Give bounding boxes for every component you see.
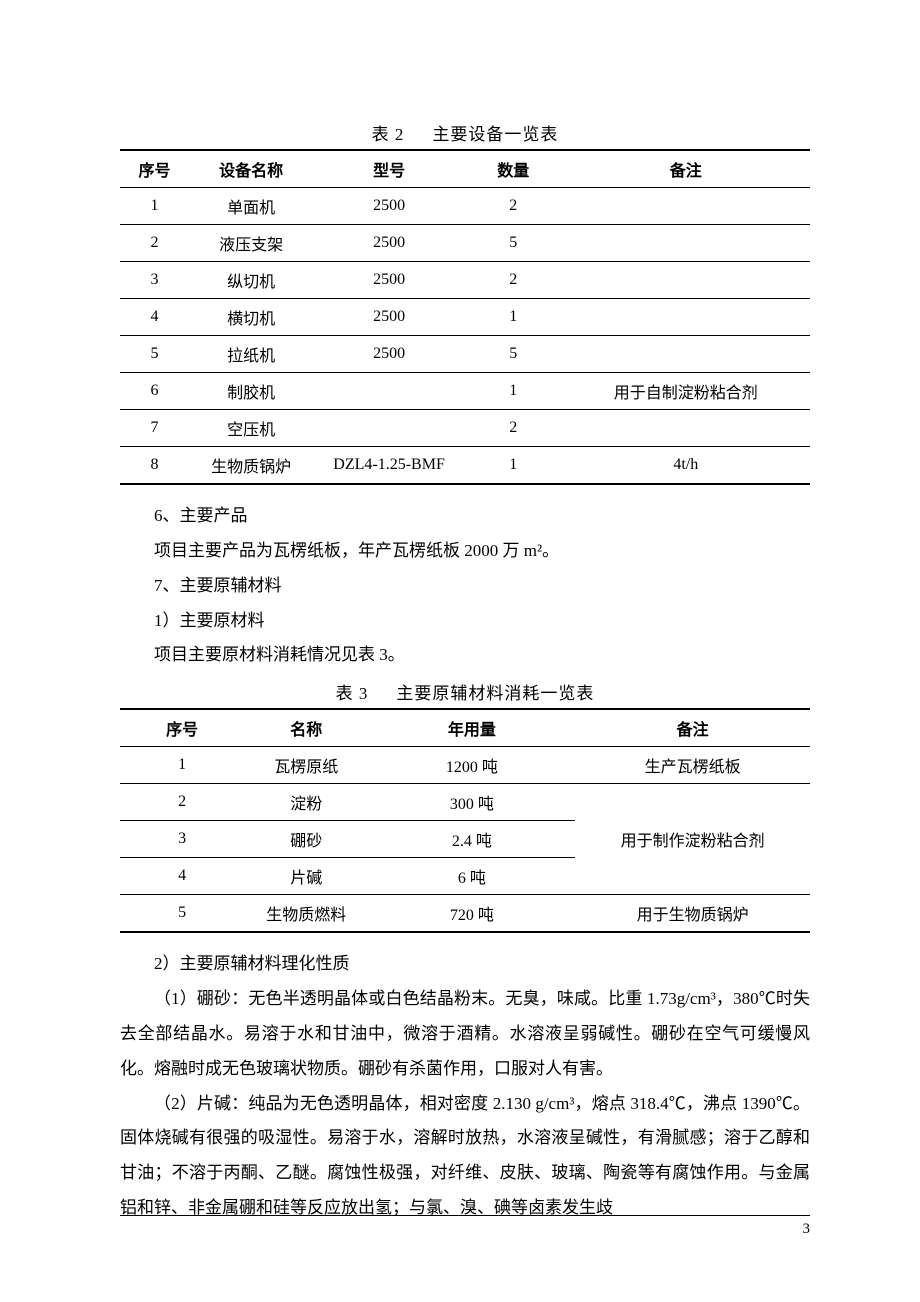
- table1-header-row: 序号 设备名称 型号 数量 备注: [120, 150, 810, 188]
- table2-col-name: 名称: [244, 709, 368, 747]
- table1-body: 1单面机25002 2液压支架25005 3纵切机25002 4横切机25001…: [120, 188, 810, 485]
- table1-caption-prefix: 表 2: [372, 125, 405, 144]
- table2-col-note: 备注: [575, 709, 810, 747]
- table1-col-model: 型号: [313, 150, 465, 188]
- table2-col-amount: 年用量: [368, 709, 575, 747]
- document-page: 表 2 主要设备一览表 序号 设备名称 型号 数量 备注 1单面机25002 2液…: [0, 0, 920, 1286]
- materials-table: 序号 名称 年用量 备注 1 瓦楞原纸 1200 吨 生产瓦楞纸板 2 淀粉 3…: [120, 708, 810, 933]
- paragraph-alkali: （2）片碱：纯品为无色透明晶体，相对密度 2.130 g/cm³，熔点 318.…: [120, 1087, 810, 1226]
- table1-caption: 表 2 主要设备一览表: [120, 120, 810, 145]
- equipment-table: 序号 设备名称 型号 数量 备注 1单面机25002 2液压支架25005 3纵…: [120, 149, 810, 485]
- table-row: 2 淀粉 300 吨 用于制作淀粉粘合剂: [120, 784, 810, 821]
- table2-note-1: 生产瓦楞纸板: [575, 747, 810, 784]
- paragraph-borax: （1）硼砂：无色半透明晶体或白色结晶粉末。无臭，味咸。比重 1.73g/cm³，…: [120, 982, 810, 1087]
- table-row: 7空压机2: [120, 410, 810, 447]
- table2-caption-title: 主要原辅材料消耗一览表: [396, 684, 594, 703]
- paragraph-6: 项目主要产品为瓦楞纸板，年产瓦楞纸板 2000 万 m²。: [120, 534, 810, 569]
- heading-7-2: 2）主要原辅材料理化性质: [120, 947, 810, 982]
- table-row: 8生物质锅炉DZL4-1.25-BMF14t/h: [120, 447, 810, 485]
- table1-caption-title: 主要设备一览表: [432, 125, 558, 144]
- table2-body: 1 瓦楞原纸 1200 吨 生产瓦楞纸板 2 淀粉 300 吨 用于制作淀粉粘合…: [120, 747, 810, 933]
- heading-6: 6、主要产品: [120, 499, 810, 534]
- table2-header-row: 序号 名称 年用量 备注: [120, 709, 810, 747]
- table-row: 4横切机25001: [120, 299, 810, 336]
- table1-col-seq: 序号: [120, 150, 189, 188]
- table-row: 1单面机25002: [120, 188, 810, 225]
- table-row: 2液压支架25005: [120, 225, 810, 262]
- table2-col-seq: 序号: [120, 709, 244, 747]
- heading-7-1: 1）主要原材料: [120, 604, 810, 639]
- heading-7: 7、主要原辅材料: [120, 569, 810, 604]
- table-row: 5 生物质燃料 720 吨 用于生物质锅炉: [120, 895, 810, 933]
- table-row: 6制胶机1用于自制淀粉粘合剂: [120, 373, 810, 410]
- page-number: 3: [803, 1221, 811, 1238]
- table1-col-name: 设备名称: [189, 150, 313, 188]
- table1-col-note: 备注: [562, 150, 810, 188]
- footer-divider: [120, 1215, 810, 1216]
- table-row: 5拉纸机25005: [120, 336, 810, 373]
- table-row: 3纵切机25002: [120, 262, 810, 299]
- table1-col-qty: 数量: [465, 150, 562, 188]
- table2-note-5: 用于生物质锅炉: [575, 895, 810, 933]
- table2-caption-prefix: 表 3: [336, 684, 369, 703]
- table-row: 1 瓦楞原纸 1200 吨 生产瓦楞纸板: [120, 747, 810, 784]
- table2-caption: 表 3 主要原辅材料消耗一览表: [120, 679, 810, 704]
- paragraph-7-1: 项目主要原材料消耗情况见表 3。: [120, 638, 810, 673]
- table2-note-merged: 用于制作淀粉粘合剂: [575, 784, 810, 895]
